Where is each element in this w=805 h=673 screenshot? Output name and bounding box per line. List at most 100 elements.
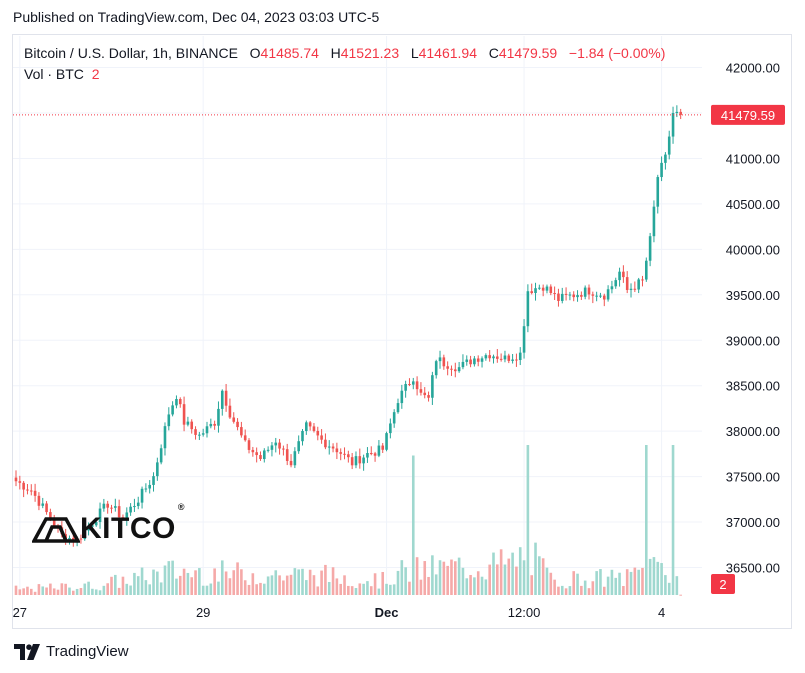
volume-bar — [392, 584, 396, 595]
candle-body — [606, 289, 610, 300]
candle-body — [671, 113, 675, 137]
volume-bar — [446, 565, 449, 595]
volume-bar — [263, 583, 266, 595]
volume-bar — [499, 549, 503, 595]
volume-bar — [415, 557, 419, 595]
candle-body — [308, 422, 312, 427]
volume-bar — [350, 586, 354, 595]
candle-body — [270, 445, 274, 450]
volume-bar — [469, 574, 472, 595]
candle-body — [675, 111, 679, 114]
volume-bar — [159, 582, 163, 595]
candle-body — [591, 294, 595, 296]
candle-body — [560, 293, 564, 301]
candle-body — [140, 488, 144, 503]
candle-body — [450, 368, 453, 370]
candle-body — [201, 433, 205, 435]
candle-body — [301, 431, 304, 442]
volume-bar — [243, 580, 247, 595]
volume-bar — [442, 561, 446, 595]
chart-frame[interactable] — [12, 34, 792, 629]
volume-bar — [224, 571, 228, 595]
volume-bar — [201, 585, 205, 595]
candle-body — [163, 426, 167, 449]
volume-bar — [198, 568, 201, 595]
volume-bar — [427, 576, 430, 595]
candle-body — [205, 426, 209, 434]
candle-body — [660, 162, 663, 178]
candle-body — [305, 422, 308, 432]
volume-bar — [656, 561, 660, 595]
volume-bar — [190, 577, 194, 595]
candle-body — [312, 426, 316, 431]
volume-bar — [671, 445, 675, 595]
volume-bar — [438, 560, 442, 595]
candle-body — [259, 455, 262, 460]
volume-bar — [26, 586, 29, 595]
tradingview-footer[interactable]: TradingView — [14, 643, 129, 660]
candle-body — [190, 421, 194, 430]
volume-bar — [121, 576, 125, 595]
candle-body — [144, 488, 148, 490]
volume-bar — [312, 575, 316, 595]
volume-bar — [557, 586, 560, 595]
volume-bar — [335, 578, 339, 595]
candle-body — [87, 526, 90, 531]
volume-bar — [33, 591, 37, 595]
y-tick-label: 37000.00 — [726, 515, 780, 530]
volume-bar — [175, 578, 178, 595]
candle-body — [576, 295, 579, 298]
candle-body — [518, 352, 522, 361]
volume-bar — [178, 575, 182, 595]
candle-body — [392, 412, 396, 424]
candle-body — [625, 277, 629, 290]
candle-body — [354, 456, 358, 466]
volume-bar — [297, 569, 300, 595]
candle-body — [83, 530, 87, 540]
candle-body — [358, 456, 362, 464]
volume-bar — [274, 570, 278, 595]
volume-bar — [213, 568, 216, 595]
last-price-tag — [711, 104, 785, 125]
candle-body — [522, 326, 526, 353]
candle-body — [572, 294, 576, 298]
candle-body — [411, 381, 415, 385]
candle-body — [549, 286, 553, 294]
candle-body — [110, 507, 113, 509]
candle-body — [251, 449, 255, 453]
volume-bar — [457, 557, 461, 595]
candle-body — [637, 279, 640, 290]
volume-bar — [618, 572, 621, 595]
x-tick-label: 4 — [658, 605, 665, 620]
volume-bar — [534, 542, 537, 595]
symbol-legend: Bitcoin / U.S. Dollar, 1h, BINANCE O4148… — [24, 45, 665, 61]
volume-bar — [400, 560, 404, 595]
candle-body — [641, 279, 644, 281]
candle-body — [664, 154, 667, 163]
volume-bar — [587, 588, 591, 595]
volume-bar — [518, 547, 522, 595]
candle-body — [656, 177, 660, 207]
volume-legend: Vol · BTC 2 — [24, 66, 99, 82]
volume-bar — [270, 575, 274, 595]
candle-body — [289, 460, 293, 466]
volume-bar — [83, 583, 87, 595]
candle-body — [633, 288, 637, 290]
volume-bar — [236, 562, 239, 595]
candle-body — [331, 446, 335, 449]
candle-body — [541, 287, 545, 291]
last-volume-label: 2 — [719, 577, 726, 592]
kitco-logo-icon — [32, 517, 80, 543]
volume-bar — [366, 581, 369, 595]
volume-bar — [396, 570, 400, 595]
volume-bar — [29, 588, 33, 595]
candle-body — [327, 446, 331, 448]
candle-body — [79, 538, 83, 540]
candle-body — [159, 448, 163, 463]
high-label: H — [330, 45, 341, 61]
volume-bar — [369, 586, 373, 595]
volume-bar — [129, 585, 132, 595]
candle-body — [41, 503, 45, 506]
candle-body — [243, 435, 247, 441]
